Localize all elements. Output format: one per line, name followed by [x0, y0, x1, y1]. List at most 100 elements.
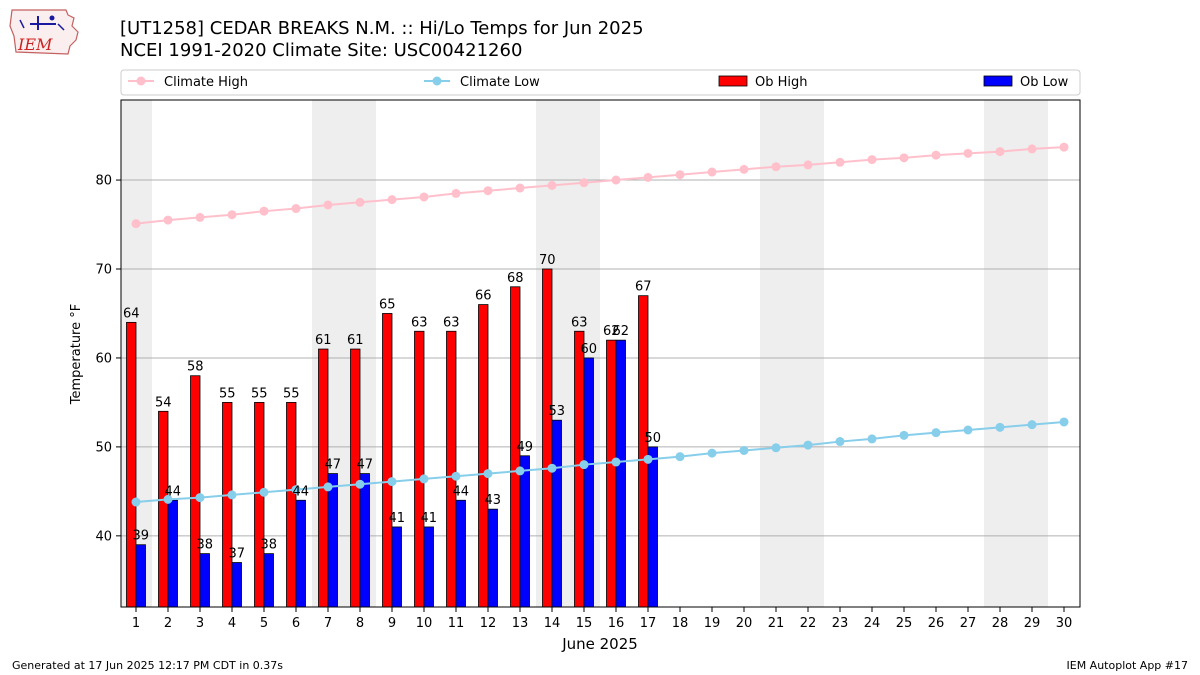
climate-low-point: [931, 428, 941, 438]
ob-low-bar: [135, 544, 146, 608]
x-tick-label: 6: [292, 616, 300, 631]
x-tick-label: 12: [480, 616, 497, 631]
logo-text: IEM: [17, 35, 53, 54]
x-tick-label: 2: [164, 616, 172, 631]
y-axis-label: Temperature °F: [69, 304, 84, 405]
climate-low-point: [387, 477, 397, 487]
climate-low-point: [483, 469, 493, 479]
x-tick-label: 8: [356, 616, 364, 631]
gridlines: [121, 179, 1080, 537]
climate-high-point: [963, 148, 973, 158]
climate-high-point: [131, 219, 141, 229]
ob-high-bar: [606, 339, 617, 608]
climate-low-point: [515, 466, 525, 476]
climate-low-point: [963, 425, 973, 435]
x-tick-label: 30: [1056, 616, 1073, 631]
ob-high-label: 64: [123, 306, 140, 321]
climate-low-point: [323, 482, 333, 492]
legend-bar-swatch: [983, 75, 1013, 87]
ob-low-label: 53: [548, 404, 565, 419]
bar-value-labels: 64 54 58 55 55 55 61 61 65 63 63 66 68 70 63 62 67 39 44 38…: [123, 253, 661, 562]
climate-high-point: [771, 162, 781, 172]
ob-low-bar: [647, 446, 658, 608]
climate-high-point: [483, 186, 493, 196]
ob-low-label: 43: [484, 493, 501, 508]
legend-bar-swatch: [718, 75, 748, 87]
ob-high-bar: [414, 330, 425, 608]
ob-low-label: 37: [228, 547, 245, 562]
ob-low-bar: [167, 499, 178, 608]
ob-low-label: 38: [196, 538, 213, 553]
climate-low-point: [131, 497, 141, 507]
climate-high-point: [899, 153, 909, 163]
legend-label: Ob High: [755, 75, 808, 90]
climate-low-point: [355, 479, 365, 489]
climate-low-point: [899, 430, 909, 440]
x-tick-label: 15: [576, 616, 593, 631]
climate-low-point: [675, 452, 685, 462]
climate-low-point: [739, 445, 749, 455]
climate-high-point: [419, 192, 429, 202]
legend-marker: [136, 76, 146, 86]
ob-high-label: 62: [603, 324, 620, 339]
x-tick-label: 10: [416, 616, 433, 631]
ob-high-label: 63: [411, 315, 428, 330]
ob-high-label: 68: [507, 271, 524, 286]
legend-label: Climate High: [164, 75, 248, 90]
ob-low-bar: [583, 357, 594, 608]
x-tick-label: 26: [928, 616, 945, 631]
chart-title-line-2: NCEI 1991-2020 Climate Site: USC00421260: [120, 40, 523, 61]
climate-low-point: [643, 454, 653, 464]
x-tick-label: 20: [736, 616, 753, 631]
x-tick-label: 27: [960, 616, 977, 631]
ob-low-bar: [615, 339, 626, 608]
ob-low-bar: [391, 526, 402, 608]
x-tick-label: 7: [324, 616, 332, 631]
footer-generated: Generated at 17 Jun 2025 12:17 PM CDT in…: [12, 659, 284, 672]
climate-high-point: [163, 215, 173, 225]
climate-high-point: [803, 160, 813, 170]
legend-box: [120, 69, 1081, 96]
climate-low-point: [867, 434, 877, 444]
climate-high-point: [835, 157, 845, 167]
ob-low-label: 41: [388, 511, 405, 526]
x-tick-label: 1: [132, 616, 140, 631]
ob-high-bar: [222, 402, 233, 608]
x-tick-label: 21: [768, 616, 785, 631]
ob-low-label: 49: [516, 440, 533, 455]
ob-high-bar: [286, 402, 297, 608]
y-tick-label: 60: [95, 351, 112, 366]
ob-high-label: 65: [379, 297, 396, 312]
ob-high-bar: [478, 304, 489, 608]
ob-high-bar: [542, 268, 553, 608]
climate-low-point: [195, 493, 205, 503]
climate-low-point: [579, 460, 589, 470]
ob-low-label: 38: [260, 538, 277, 553]
ob-high-label: 63: [571, 315, 588, 330]
ob-high-label: 67: [635, 280, 652, 295]
climate-high-point: [867, 155, 877, 165]
ob-low-bar: [263, 553, 274, 608]
ob-high-label: 61: [315, 333, 332, 348]
x-tick-label: 3: [196, 616, 204, 631]
x-tick-label: 19: [704, 616, 721, 631]
climate-low-line: [135, 420, 1065, 504]
ob-high-bar: [638, 295, 649, 608]
x-tick-label: 14: [544, 616, 561, 631]
climate-high-point: [643, 172, 653, 182]
ob-low-bar: [231, 562, 242, 608]
ob-high-bar: [446, 330, 457, 608]
climate-high-point: [931, 150, 941, 160]
ob-low-bar: [359, 473, 370, 608]
legend-label: Ob Low: [1020, 75, 1069, 90]
weekend-shade: [984, 100, 1048, 607]
ob-high-label: 54: [155, 395, 172, 410]
axes: 1 2 3 4 5 6 7 8 9 10 11 12 13 14 15 16 17 18 19 20 21 22 23 24 2…: [95, 174, 1072, 631]
x-tick-label: 29: [1024, 616, 1041, 631]
iem-logo: IEM: [8, 6, 80, 58]
legend-marker: [432, 76, 442, 86]
footer-app-id: IEM Autoplot App #17: [1066, 659, 1189, 672]
ob-high-bar: [190, 375, 201, 608]
x-tick-label: 9: [388, 616, 396, 631]
chart-title-line-1: [UT1258] CEDAR BREAKS N.M. :: Hi/Lo Temp…: [120, 18, 644, 39]
